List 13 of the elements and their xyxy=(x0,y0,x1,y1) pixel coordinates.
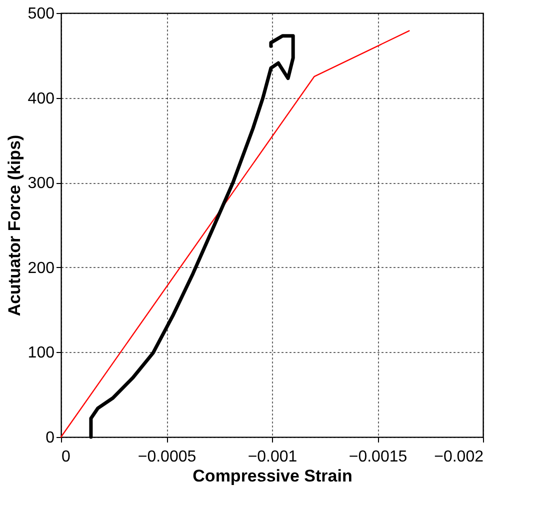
y-tick-label: 500 xyxy=(28,6,55,22)
y-tick-label: 0 xyxy=(46,430,55,446)
x-tick-label: 0 xyxy=(62,448,70,466)
y-tick-label: 100 xyxy=(28,344,55,362)
x-tick-label: −0.001 xyxy=(248,448,298,466)
x-axis-title: Compressive Strain xyxy=(192,466,352,486)
x-tick-label: −0.0005 xyxy=(138,448,196,466)
x-tick-label: −0.0015 xyxy=(348,448,408,466)
y-tick-label: 200 xyxy=(28,260,55,277)
y-tick-label: 400 xyxy=(28,90,55,108)
y-axis-title: Acutuator Force (kips) xyxy=(4,134,24,316)
y-tick-label: 300 xyxy=(28,175,55,192)
x-tick-label: −0.002 xyxy=(434,448,484,466)
